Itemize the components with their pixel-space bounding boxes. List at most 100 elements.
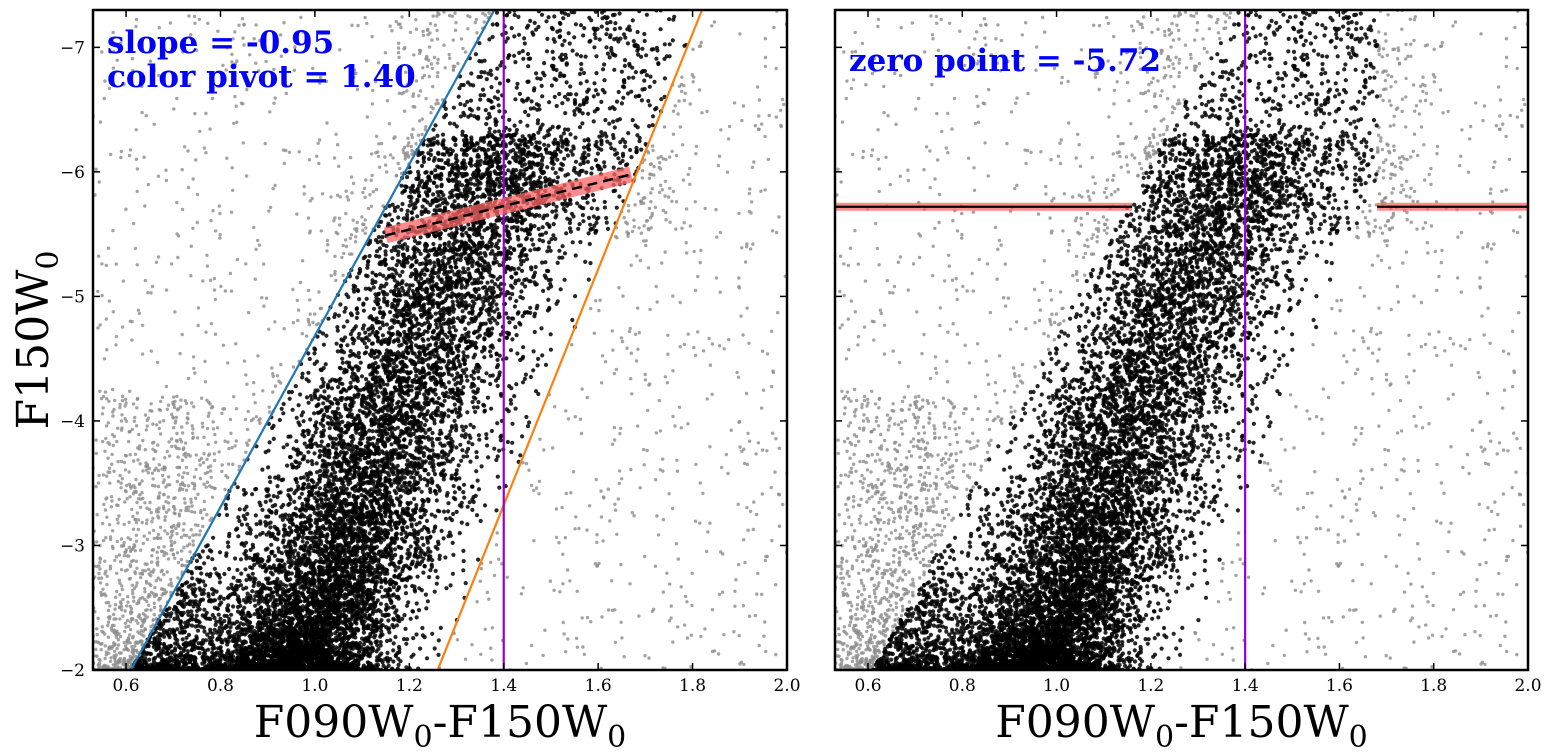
rejected-point xyxy=(192,366,196,371)
rejected-points xyxy=(72,10,787,670)
rejected-point xyxy=(98,323,102,327)
rejected-point xyxy=(123,468,128,472)
rejected-point xyxy=(186,376,191,381)
rejected-point xyxy=(141,438,145,443)
selected-point xyxy=(327,426,332,431)
rejected-point xyxy=(145,418,149,422)
rejected-point xyxy=(237,23,241,27)
rejected-point xyxy=(692,345,696,350)
rejected-point xyxy=(78,581,81,584)
rejected-point xyxy=(659,154,663,159)
rejected-point xyxy=(179,508,183,513)
rejected-point xyxy=(194,158,198,162)
rejected-point xyxy=(191,177,195,181)
rejected-point xyxy=(639,199,644,203)
rejected-point xyxy=(719,550,723,554)
rejected-point xyxy=(156,443,160,447)
rejected-point xyxy=(108,564,113,568)
rejected-point xyxy=(271,372,275,376)
rejected-point xyxy=(244,174,249,178)
rejected-point xyxy=(703,627,707,631)
selected-point xyxy=(462,353,467,358)
rejected-point xyxy=(155,423,159,427)
selected-point xyxy=(404,641,409,646)
rejected-point xyxy=(132,595,136,599)
rejected-point xyxy=(279,362,283,367)
rejected-point xyxy=(123,417,127,421)
rejected-point xyxy=(461,46,465,51)
rejected-point xyxy=(100,293,104,298)
selected-point xyxy=(586,215,592,220)
rejected-point xyxy=(636,192,641,196)
rejected-point xyxy=(566,568,570,572)
rejected-point xyxy=(667,195,671,199)
rejected-point xyxy=(650,214,654,218)
rejected-point xyxy=(190,510,194,514)
selected-point xyxy=(422,422,427,428)
rejected-point xyxy=(352,68,357,72)
rejected-point xyxy=(769,329,774,333)
rejected-point xyxy=(333,216,337,220)
rejected-point xyxy=(113,603,118,607)
rejected-point xyxy=(417,94,421,98)
rejected-point xyxy=(447,13,452,18)
selected-points xyxy=(129,10,689,670)
rejected-point xyxy=(112,654,116,658)
rejected-point xyxy=(348,252,352,256)
rejected-point xyxy=(578,417,583,421)
rejected-point xyxy=(603,360,608,364)
rejected-point xyxy=(568,579,572,583)
rejected-point xyxy=(118,560,123,564)
rejected-point xyxy=(261,262,266,266)
rejected-point xyxy=(318,81,322,85)
rejected-point xyxy=(470,643,474,647)
rejected-point xyxy=(226,475,230,480)
rejected-point xyxy=(267,327,271,331)
rejected-point xyxy=(714,207,718,212)
rejected-point xyxy=(776,311,780,315)
rejected-point xyxy=(131,492,136,496)
rejected-point xyxy=(169,577,173,582)
rejected-point xyxy=(661,590,665,594)
rejected-point xyxy=(149,625,153,629)
rejected-point xyxy=(208,518,212,522)
rejected-point xyxy=(181,50,185,54)
rejected-point xyxy=(145,608,149,612)
rejected-point xyxy=(201,461,206,465)
rejected-point xyxy=(529,643,534,648)
rejected-point xyxy=(175,200,179,205)
rejected-point xyxy=(128,641,132,645)
rejected-point xyxy=(141,496,145,500)
rejected-point xyxy=(134,584,138,588)
rejected-point xyxy=(114,617,118,621)
selected-point xyxy=(404,462,409,467)
selected-point xyxy=(478,158,483,163)
rejected-point xyxy=(138,548,143,552)
rejected-point xyxy=(152,440,156,444)
rejected-point xyxy=(115,439,119,444)
rejected-point xyxy=(110,529,115,533)
rejected-point xyxy=(72,631,75,634)
rejected-point xyxy=(608,519,612,523)
rejected-point xyxy=(115,517,120,522)
rejected-point xyxy=(134,128,138,132)
selected-point xyxy=(462,315,467,320)
rejected-point xyxy=(224,68,228,72)
rejected-point xyxy=(406,144,410,148)
rejected-point xyxy=(338,48,342,52)
rejected-point xyxy=(759,406,764,410)
rejected-point xyxy=(211,427,216,431)
selected-point xyxy=(387,266,392,271)
rejected-point xyxy=(733,589,737,593)
rejected-point xyxy=(95,632,99,637)
selected-point xyxy=(420,625,425,631)
selected-point xyxy=(364,414,369,419)
rejected-point xyxy=(156,255,161,259)
rejected-point xyxy=(172,107,176,111)
selected-point xyxy=(313,430,318,435)
rejected-point xyxy=(130,583,134,587)
rejected-point xyxy=(492,573,497,578)
rejected-point xyxy=(213,332,218,336)
rejected-point xyxy=(706,530,710,534)
rejected-point xyxy=(189,500,193,504)
